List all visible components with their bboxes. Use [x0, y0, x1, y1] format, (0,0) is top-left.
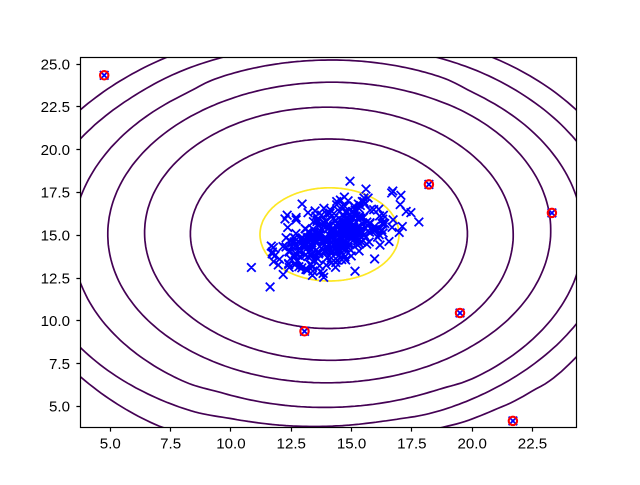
- svg-text:7.5: 7.5: [160, 436, 181, 453]
- svg-text:17.5: 17.5: [397, 436, 426, 453]
- svg-text:20.0: 20.0: [457, 436, 486, 453]
- svg-text:10.0: 10.0: [216, 436, 245, 453]
- svg-text:22.5: 22.5: [41, 99, 70, 116]
- svg-text:7.5: 7.5: [49, 356, 70, 373]
- svg-text:5.0: 5.0: [49, 399, 70, 416]
- svg-text:20.0: 20.0: [41, 142, 70, 159]
- svg-text:5.0: 5.0: [100, 436, 121, 453]
- svg-text:17.5: 17.5: [41, 185, 70, 202]
- svg-text:22.5: 22.5: [518, 436, 547, 453]
- svg-text:15.0: 15.0: [337, 436, 366, 453]
- svg-text:25.0: 25.0: [41, 56, 70, 73]
- svg-text:10.0: 10.0: [41, 313, 70, 330]
- svg-text:12.5: 12.5: [41, 270, 70, 287]
- svg-text:15.0: 15.0: [41, 228, 70, 245]
- svg-text:12.5: 12.5: [277, 436, 306, 453]
